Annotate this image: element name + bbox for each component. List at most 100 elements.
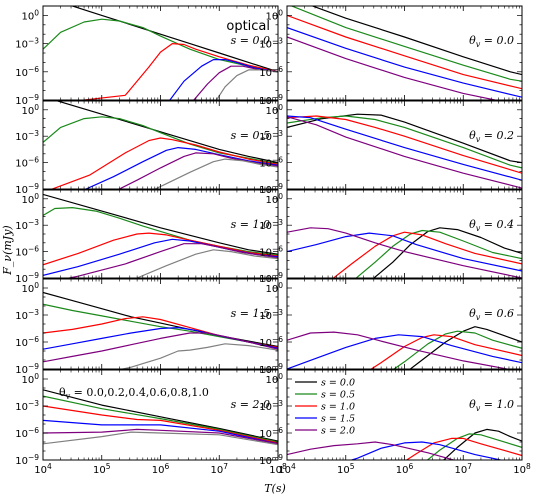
y-tick-label: 10−3 [259, 218, 283, 232]
legend-label: s = 1.0 [321, 402, 355, 413]
panel-theta-3: 10−9 10−6 10−3 100 θv = 0.6 [259, 278, 523, 376]
x-tick-label: 107 [454, 462, 472, 476]
panel-theta-2: 10−9 10−6 10−3 100 θv = 0.4 [259, 189, 523, 285]
y-tick-label: 10−3 [15, 37, 39, 51]
panel-annotation: s = 2.0 [231, 398, 270, 411]
y-axis-label: F_ν(mJy) [1, 225, 14, 275]
panel-annotation: s = 1.5 [231, 307, 270, 320]
series-line-red [50, 137, 278, 189]
y-tick-label: 10−9 [259, 453, 283, 467]
y-tick-label: 10−6 [259, 335, 283, 349]
x-tick-label: 104 [278, 462, 296, 476]
series-line-black [43, 389, 278, 442]
y-tick-label: 10−3 [15, 218, 39, 232]
series-line-blue [287, 115, 522, 181]
y-tick-label: 100 [265, 192, 283, 206]
y-tick-label: 10−3 [259, 37, 283, 51]
series-line-red [370, 334, 522, 369]
y-tick-label: 10−6 [15, 65, 39, 79]
series-line-blue [287, 27, 522, 98]
series-line-purple [287, 331, 511, 369]
panel-theta-1: 10−9 10−6 10−3 100 θv = 0.2 [259, 100, 523, 196]
series-line-black [442, 428, 522, 460]
series-line-purple [43, 428, 278, 445]
series-group [43, 193, 278, 278]
y-tick-label: 10−6 [259, 426, 283, 440]
legend-label: s = 0.5 [321, 390, 355, 401]
series-line-grey [135, 249, 278, 278]
x-tick-label: 108 [513, 462, 531, 476]
y-tick-label: 10−6 [15, 426, 39, 440]
y-tick-label: 10−3 [259, 399, 283, 413]
series-line-grey [119, 343, 278, 369]
panel-annotation: θv = 1.0 [469, 398, 514, 413]
y-tick-label: 10−9 [15, 271, 39, 285]
legend: s = 0.0s = 0.5s = 1.0s = 1.5s = 2.0 [295, 378, 355, 437]
series-group [287, 227, 522, 278]
y-tick-label: 10−3 [15, 129, 39, 143]
series-line-blue [287, 232, 522, 272]
series-line-purple [287, 116, 522, 189]
panel-frame [286, 189, 523, 279]
series-group [287, 6, 522, 100]
series-line-red [332, 231, 522, 278]
y-tick-label: 10−9 [259, 93, 283, 107]
series-line-red [43, 405, 278, 444]
y-tick-label: 100 [21, 372, 39, 386]
panel-annotation: s = 0.5 [231, 129, 270, 142]
y-tick-label: 100 [21, 8, 39, 22]
y-tick-label: 10−3 [259, 308, 283, 322]
series-line-purple [193, 65, 278, 100]
panel-s-1: 10−9 10−6 10−3 100 s = 0.5 [15, 100, 279, 196]
series-line-black [372, 227, 522, 278]
y-tick-label: 10−3 [259, 129, 283, 143]
y-tick-label: 10−6 [15, 156, 39, 170]
x-tick-label: 107 [210, 462, 228, 476]
series-line-grey [43, 431, 278, 446]
series-line-purple [287, 227, 522, 278]
x-tick-label: 105 [93, 462, 111, 476]
x-tick-label: 104 [34, 462, 52, 476]
panel-frame [286, 5, 523, 101]
panel-annotation: s = 0.0 [231, 34, 270, 47]
y-tick-label: 10−9 [15, 453, 39, 467]
legend-label: s = 1.5 [321, 414, 355, 425]
series-line-blue [84, 147, 278, 189]
series-line-red [78, 43, 278, 100]
panel-s-4: 10−9 10−6 10−3 100 104 105 106 107 108 s = 2.0 θv … [15, 369, 287, 476]
y-tick-label: 100 [265, 281, 283, 295]
y-tick-label: 10−6 [15, 245, 39, 259]
panel-annotation: θv = 0.6 [469, 307, 514, 322]
panel-annotation: θv = 0.2 [469, 129, 514, 144]
panel-theta-0: 10−9 10−6 10−3 100 θv = 0.0 [259, 5, 523, 107]
y-tick-label: 10−3 [15, 308, 39, 322]
y-tick-label: 10−9 [15, 182, 39, 196]
series-line-grey [215, 69, 278, 100]
series-line-purple [287, 36, 499, 100]
y-tick-label: 100 [265, 8, 283, 22]
series-line-black [55, 101, 278, 164]
y-tick-label: 10−6 [259, 245, 283, 259]
y-tick-label: 100 [21, 192, 39, 206]
series-group [43, 101, 278, 189]
panel-s-2: 10−9 10−6 10−3 100 s = 1.0 [15, 189, 279, 285]
x-tick-label: 105 [337, 462, 355, 476]
y-tick-label: 10−9 [15, 93, 39, 107]
series-line-red [405, 437, 522, 460]
series-line-blue [43, 238, 278, 276]
legend-label: s = 2.0 [321, 426, 355, 437]
y-tick-label: 10−9 [259, 182, 283, 196]
series-line-green [290, 6, 522, 82]
series-group [43, 291, 278, 369]
series-group [43, 389, 278, 446]
series-line-purple [43, 332, 278, 363]
y-tick-label: 10−9 [259, 271, 283, 285]
series-line-black [43, 193, 278, 255]
panel-annotation: θv = 0.4 [469, 218, 514, 233]
y-tick-label: 10−6 [259, 65, 283, 79]
series-line-black [409, 326, 522, 369]
panel-s-3: 10−9 10−6 10−3 100 s = 1.5 [15, 278, 279, 376]
series-line-red [287, 115, 522, 174]
